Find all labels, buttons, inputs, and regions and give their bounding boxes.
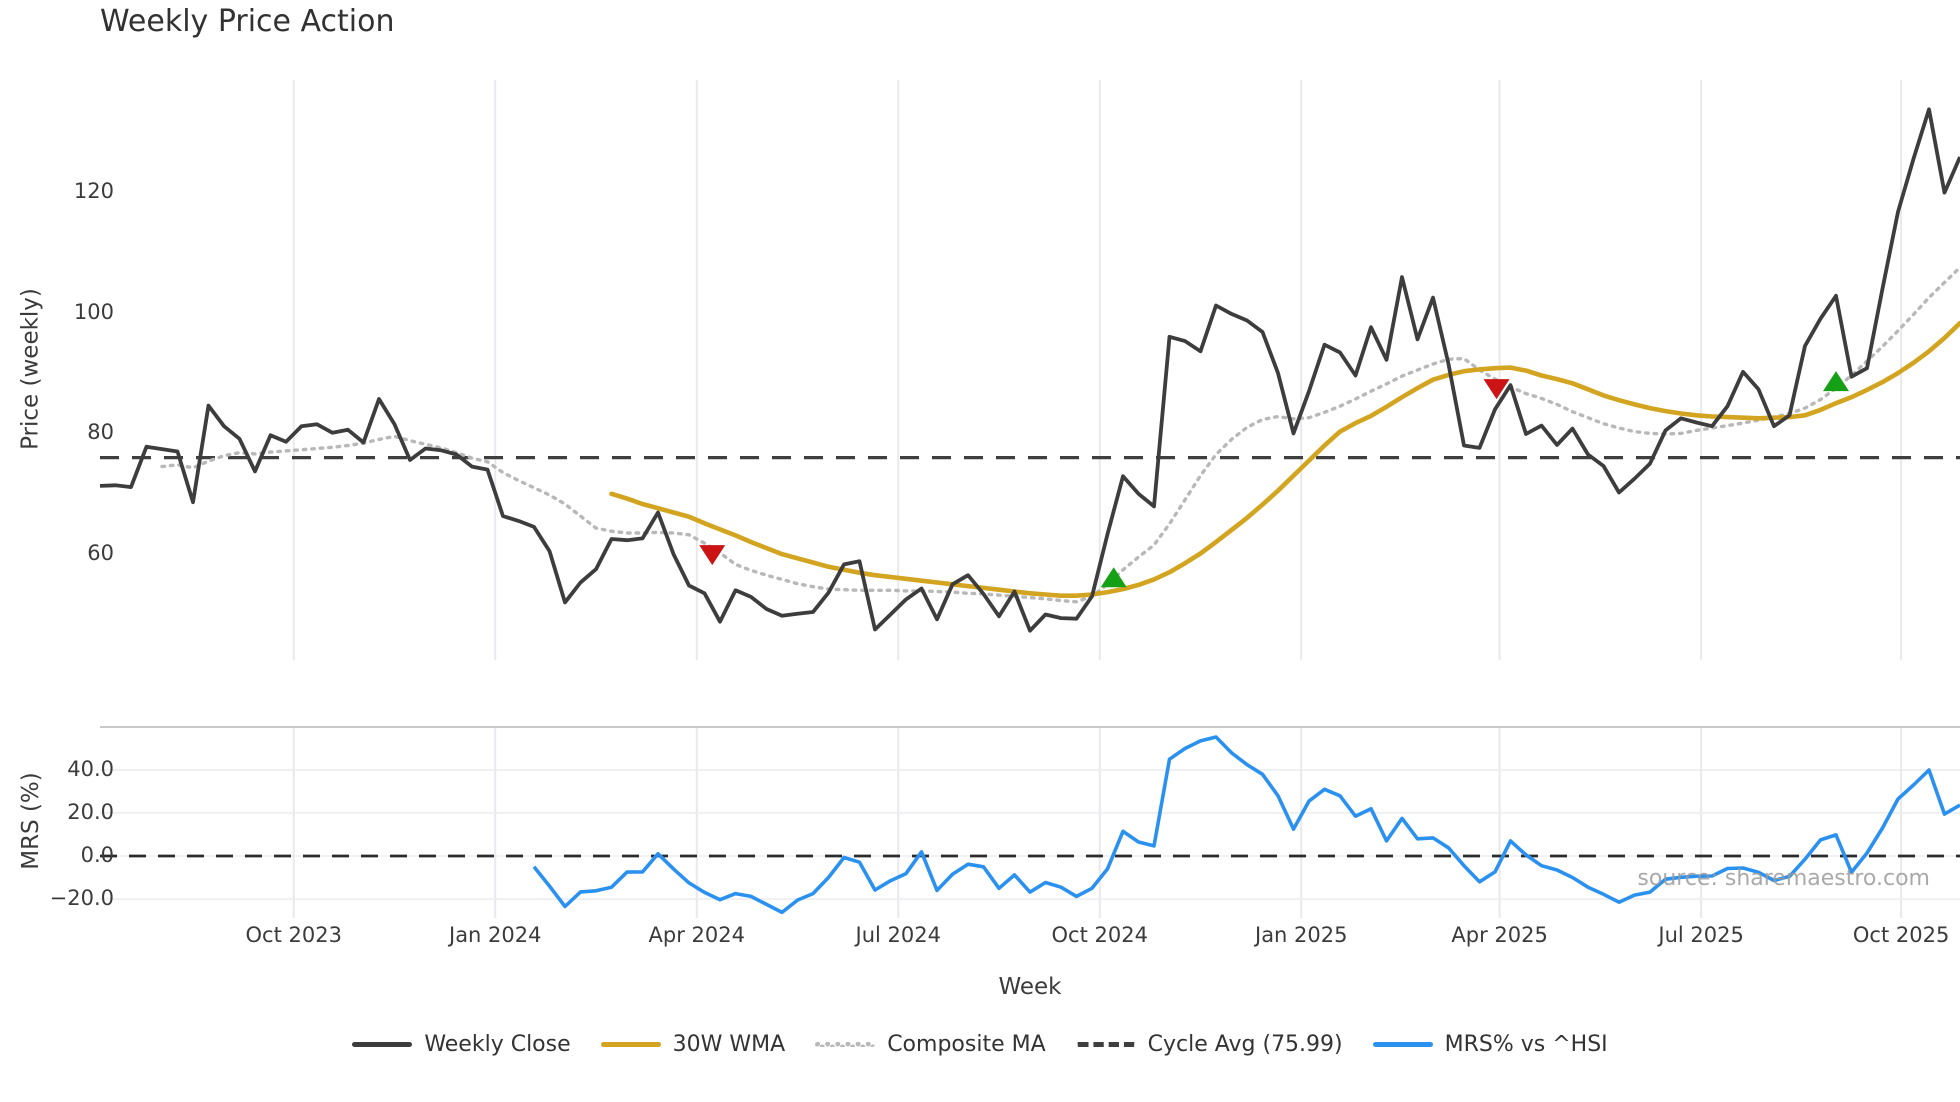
x-tick-label: Oct 2024: [1051, 923, 1148, 947]
price-y-tick-label: 100: [73, 299, 114, 324]
price-y-tick-label: 80: [87, 420, 114, 445]
mrs-y-tick-label: 40.0: [67, 756, 114, 781]
mrs-y-tick-label: −20.0: [49, 886, 114, 911]
legend-item-composite-ma: Composite MA: [815, 1032, 1046, 1057]
composite-ma-line-swatch: [815, 1042, 876, 1047]
x-tick-label: Jan 2025: [1255, 923, 1348, 947]
source-watermark: source: sharemaestro.com: [1637, 866, 1930, 891]
x-tick-label: Jul 2025: [1658, 923, 1744, 947]
price-y-tick-label: 60: [87, 541, 114, 566]
legend: Weekly Close 30W WMA Composite MA Cycle …: [0, 1032, 1960, 1057]
mrs-y-tick-label: 20.0: [67, 799, 114, 824]
legend-item-mrs: MRS% vs ^HSI: [1372, 1032, 1608, 1057]
legend-label: MRS% vs ^HSI: [1444, 1032, 1608, 1057]
wma-line-swatch: [600, 1042, 661, 1047]
mrs-y-tick-label: 0.0: [80, 843, 114, 867]
x-tick-label: Jan 2024: [449, 923, 542, 947]
x-tick-label: Apr 2025: [1451, 923, 1548, 947]
price-y-tick-label: 120: [73, 179, 114, 203]
legend-label: Cycle Avg (75.99): [1147, 1032, 1343, 1057]
x-axis-label: Week: [998, 974, 1062, 1000]
x-tick-label: Apr 2024: [648, 923, 745, 947]
legend-label: Weekly Close: [424, 1032, 571, 1057]
legend-label: Composite MA: [887, 1032, 1046, 1057]
weekly-close-line-swatch: [352, 1042, 413, 1047]
x-tick-label: Jul 2024: [855, 923, 941, 947]
legend-item-30w-wma: 30W WMA: [600, 1032, 786, 1057]
mrs-line-swatch: [1372, 1042, 1433, 1047]
chart-title: Weekly Price Action: [100, 4, 395, 39]
legend-item-weekly-close: Weekly Close: [352, 1032, 571, 1057]
legend-item-cycle-avg: Cycle Avg (75.99): [1075, 1032, 1343, 1057]
x-tick-label: Oct 2023: [245, 923, 342, 947]
legend-label: 30W WMA: [672, 1032, 786, 1057]
cycle-avg-line-swatch: [1075, 1042, 1136, 1047]
x-tick-label: Oct 2025: [1852, 923, 1950, 947]
